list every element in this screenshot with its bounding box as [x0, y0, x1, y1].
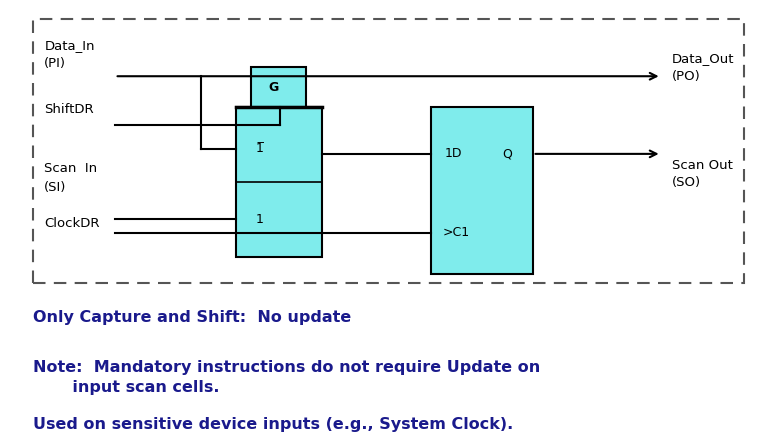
Bar: [431, 107, 532, 274]
Text: (PI): (PI): [45, 57, 67, 70]
Text: (SI): (SI): [45, 181, 67, 194]
Bar: [236, 107, 321, 256]
Text: Scan Out: Scan Out: [672, 159, 732, 171]
Text: 1: 1: [256, 213, 263, 226]
Text: Note:  Mandatory instructions do not require Update on
       input scan cells.: Note: Mandatory instructions do not requ…: [33, 360, 540, 395]
Text: ShiftDR: ShiftDR: [45, 103, 94, 116]
Text: (PO): (PO): [672, 70, 700, 83]
Text: >C1: >C1: [443, 226, 470, 239]
Text: Used on sensitive device inputs (e.g., System Clock).: Used on sensitive device inputs (e.g., S…: [33, 417, 513, 432]
Text: Scan  In: Scan In: [45, 162, 97, 175]
Bar: [252, 67, 306, 107]
Text: ClockDR: ClockDR: [45, 217, 100, 230]
Text: Data_In: Data_In: [45, 39, 95, 52]
Text: Data_Out: Data_Out: [672, 52, 734, 65]
Text: 1D: 1D: [445, 148, 462, 160]
Text: Q: Q: [503, 148, 512, 160]
Text: 1̅: 1̅: [256, 143, 263, 155]
Text: G: G: [268, 81, 278, 94]
Bar: [33, 19, 743, 283]
Text: (SO): (SO): [672, 176, 701, 189]
Text: Only Capture and Shift:  No update: Only Capture and Shift: No update: [33, 310, 351, 325]
